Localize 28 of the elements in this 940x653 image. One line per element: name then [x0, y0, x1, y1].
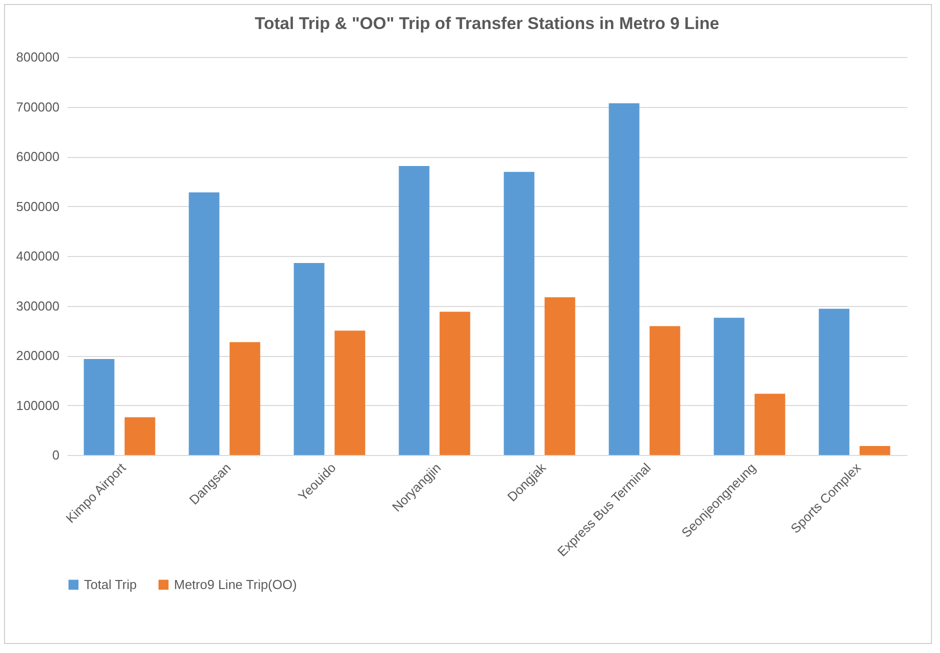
legend-label: Metro9 Line Trip(OO): [174, 576, 297, 592]
chart-title: Total Trip & "OO" Trip of Transfer Stations in Metro 9 Line: [254, 14, 720, 33]
bar: [334, 330, 366, 455]
bar: [754, 394, 786, 455]
y-tick-label: 200000: [16, 348, 60, 363]
legend-label: Total Trip: [84, 576, 137, 592]
bar: [818, 308, 850, 455]
bar: [860, 446, 890, 455]
bar: [608, 103, 640, 455]
y-tick-label: 0: [52, 448, 60, 462]
y-tick-label: 300000: [16, 298, 60, 314]
bar: [440, 312, 470, 455]
y-tick-label: 700000: [16, 99, 60, 114]
bar: [398, 166, 430, 455]
bar: [544, 297, 576, 455]
y-tick-label: 400000: [16, 248, 60, 264]
bar: [650, 326, 680, 455]
y-tick-label: 800000: [16, 50, 60, 64]
bar: [84, 358, 114, 455]
bar: [294, 262, 324, 455]
bar: [714, 318, 744, 455]
bar: [504, 172, 534, 455]
y-tick-label: 600000: [16, 149, 60, 164]
bar: [188, 192, 220, 455]
y-tick-label: 100000: [16, 398, 60, 413]
y-tick-label: 500000: [16, 198, 60, 214]
bar: [124, 417, 156, 455]
bar: [230, 342, 260, 455]
